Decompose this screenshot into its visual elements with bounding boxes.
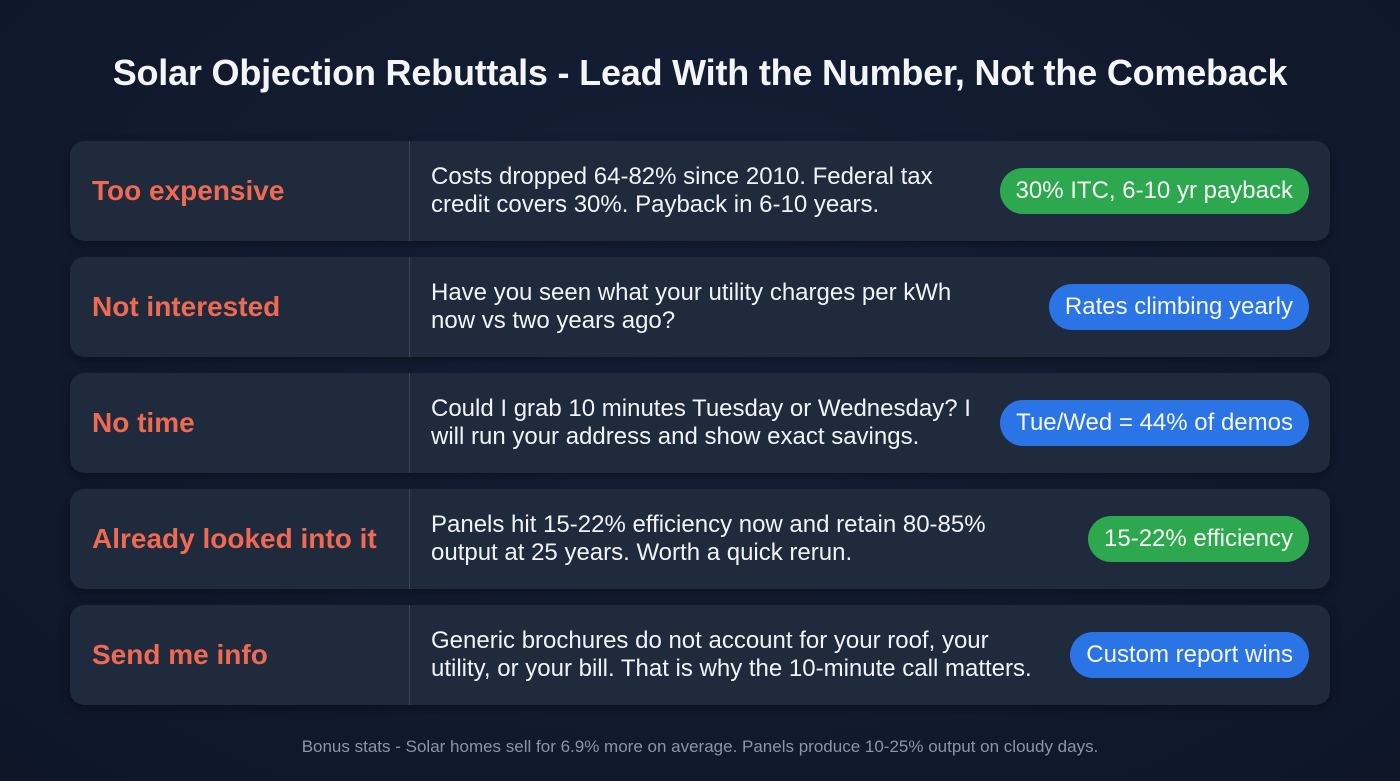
objection-list: Too expensive Costs dropped 64-82% since… <box>70 141 1330 721</box>
page-title: Solar Objection Rebuttals - Lead With th… <box>112 52 1288 93</box>
objection-label: Already looked into it <box>70 489 410 589</box>
objection-row-no-time: No time Could I grab 10 minutes Tuesday … <box>70 373 1330 473</box>
objection-row-too-expensive: Too expensive Costs dropped 64-82% since… <box>70 141 1330 241</box>
objection-row-send-info: Send me info Generic brochures do not ac… <box>70 605 1330 705</box>
objection-label: No time <box>70 373 410 473</box>
rebuttal-text: Generic brochures do not account for you… <box>431 627 1032 682</box>
stat-badge: Custom report wins <box>1070 632 1309 678</box>
rebuttal-text: Have you seen what your utility charges … <box>431 279 952 334</box>
rebuttal-text: Panels hit 15-22% efficiency now and ret… <box>431 511 986 566</box>
stat-badge: Tue/Wed = 44% of demos <box>1000 400 1309 446</box>
objection-row-already-looked: Already looked into it Panels hit 15-22%… <box>70 489 1330 589</box>
objection-label: Send me info <box>70 605 410 705</box>
rebuttal-text: Could I grab 10 minutes Tuesday or Wedne… <box>431 395 971 450</box>
stat-badge: 15-22% efficiency <box>1088 516 1309 562</box>
objection-row-not-interested: Not interested Have you seen what your u… <box>70 257 1330 357</box>
stat-badge: 30% ITC, 6-10 yr payback <box>999 168 1309 214</box>
rebuttal-text: Costs dropped 64-82% since 2010. Federal… <box>431 163 933 218</box>
objection-label: Too expensive <box>70 141 410 241</box>
stat-badge: Rates climbing yearly <box>1048 284 1309 330</box>
footer-note: Bonus stats - Solar homes sell for 6.9% … <box>301 737 1099 756</box>
objection-label: Not interested <box>70 257 410 357</box>
